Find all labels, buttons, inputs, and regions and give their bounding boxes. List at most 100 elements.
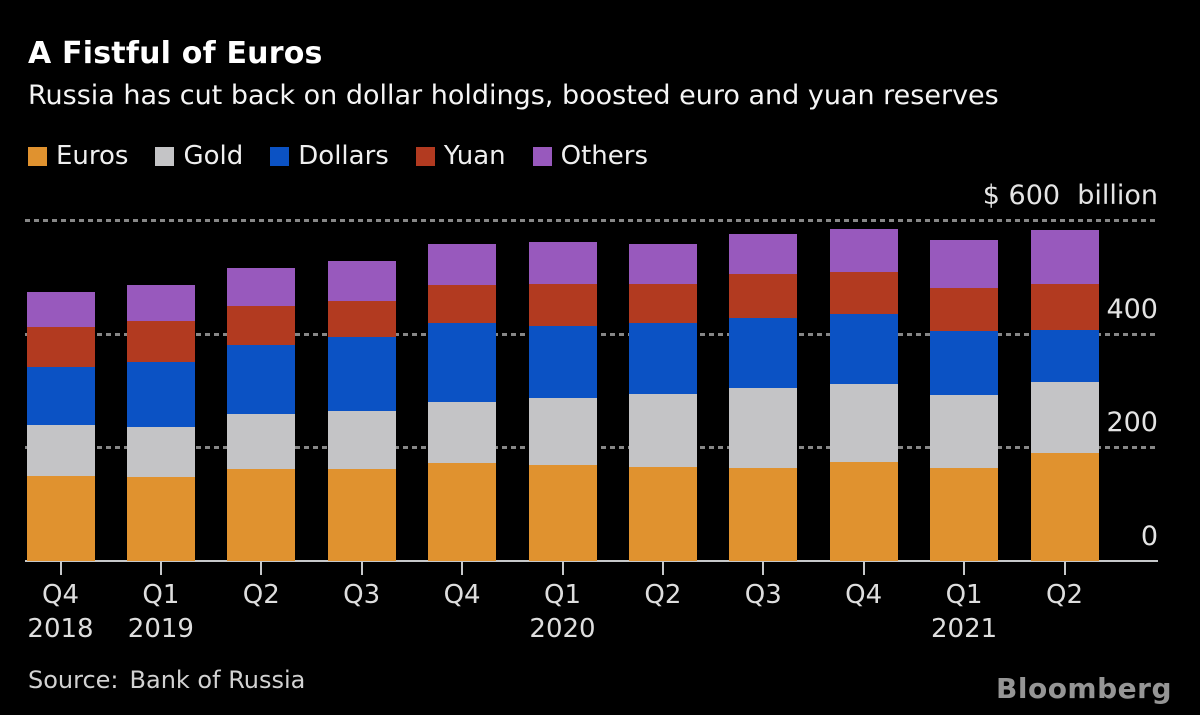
x-axis-baseline [25,560,1158,562]
bar-q2-dollars [628,323,697,395]
source-note: Source: Bank of Russia [28,666,305,694]
bar-q4-euros [428,463,497,561]
x-label-quarter: Q3 [744,580,782,610]
bar-q12021-yuan [930,287,999,331]
x-label-quarter: Q1 [945,580,983,610]
bar-q12020-gold [528,397,597,465]
x-label-quarter: Q2 [242,580,280,610]
y-axis-label-400: 400 [1106,293,1158,325]
bar-q2-others [628,243,697,284]
bar-q42018-yuan [26,326,95,367]
legend-label: Euros [56,141,129,171]
x-axis-label-q2: Q2 [1005,578,1125,612]
x-axis-label-q3: Q3 [703,578,823,612]
bar-q3-others [729,234,798,274]
x-label-quarter: Q3 [343,580,381,610]
x-axis-label-q4: Q4 [804,578,924,612]
legend-swatch-icon [28,146,47,166]
x-axis-label-q12021: Q1 2021 [904,578,1024,646]
bar-q12020-yuan [528,283,597,326]
x-axis-tick [1063,562,1066,575]
x-label-year: 2019 [127,614,194,644]
bar-q12019-gold [126,426,195,477]
x-axis-label-q2: Q2 [201,578,321,612]
bar-q12019-others [126,285,195,322]
bar-q42018-gold [26,424,95,476]
bar-q4-yuan [428,285,497,324]
x-axis-label-q42018: Q4 2018 [1,578,121,646]
legend-label: Others [560,141,648,171]
bloomberg-logo: Bloomberg [996,672,1172,705]
source-label: Source: [28,666,119,694]
bar-q4-gold [829,384,898,463]
bar-q3-euros [327,468,396,561]
bar-q2-others [227,267,296,306]
x-label-quarter: Q1 [142,580,180,610]
bar-q4-yuan [829,272,898,315]
x-axis-label-q12019: Q1 2019 [101,578,221,646]
bar-q2-others [1030,230,1099,285]
x-axis-tick [661,562,664,575]
gridline-600 [25,219,1158,222]
bar-q4-gold [428,402,497,464]
x-axis-tick [59,562,62,575]
legend-swatch-icon [270,146,290,166]
bar-q12021-gold [930,395,999,468]
bar-q4-dollars [829,314,898,385]
x-label-year: 2020 [529,614,596,644]
x-axis-tick [461,562,464,575]
x-label-quarter: Q4 [41,580,79,610]
bar-q2-euros [227,468,296,561]
y-axis-label-200: 200 [1106,407,1158,439]
bar-q12021-others [930,239,999,288]
legend-item-yuan: Yuan [415,141,506,171]
x-axis-label-q12020: Q1 2020 [503,578,623,646]
legend-item-euros: Euros [28,141,128,171]
bar-q12020-euros [528,464,597,561]
y-axis-label-0: 0 [1140,521,1158,552]
x-axis-tick [762,562,765,575]
bar-q2-yuan [628,283,697,324]
bar-q2-gold [628,394,697,468]
bar-q12021-euros [930,467,999,561]
x-label-quarter: Q4 [845,580,883,610]
chart-title: A Fistful of Euros [28,36,323,71]
bar-q3-gold [729,387,798,468]
legend-swatch-icon [415,146,435,166]
bar-q2-yuan [1030,284,1099,331]
bar-q2-euros [1030,453,1099,561]
source-value: Bank of Russia [129,666,306,694]
legend-swatch-icon [155,146,175,166]
x-axis-label-q3: Q3 [302,578,422,612]
x-label-quarter: Q4 [443,580,481,610]
bar-q4-others [428,244,497,286]
legend-swatch-icon [532,146,552,166]
legend: Euros Gold Dollars Yuan Others [28,141,648,171]
bar-q3-yuan [327,301,396,338]
bar-q42018-dollars [26,366,95,425]
bar-q12019-euros [126,476,195,561]
legend-item-others: Others [532,141,648,171]
x-axis-tick [963,562,966,575]
bar-q42018-euros [26,475,95,561]
legend-label: Dollars [298,141,389,171]
legend-label: Yuan [443,141,506,171]
x-axis-label-q2: Q2 [603,578,723,612]
bar-q12021-dollars [930,330,999,396]
legend-item-gold: Gold [155,141,243,171]
bar-q12020-dollars [528,325,597,398]
bar-q3-yuan [729,273,798,318]
bar-q2-euros [628,467,697,561]
y-axis-label-600: $ 600 billion [982,180,1158,211]
x-axis-tick [862,562,865,575]
bar-q3-dollars [729,317,798,388]
x-label-year: 2021 [931,614,998,644]
x-axis-tick [159,562,162,575]
legend-item-dollars: Dollars [270,141,389,171]
bar-q3-others [327,261,396,302]
bar-q4-others [829,228,898,273]
bar-q12019-yuan [126,321,195,363]
x-label-quarter: Q1 [543,580,581,610]
